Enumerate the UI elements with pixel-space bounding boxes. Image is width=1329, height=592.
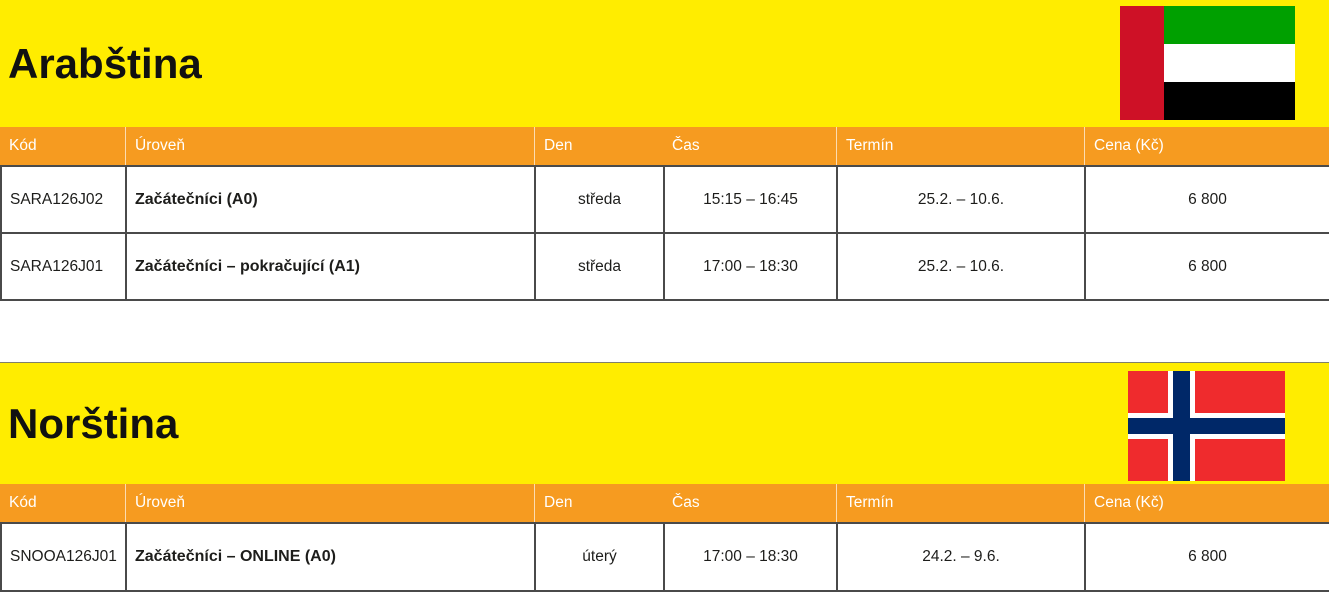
cell-time: 17:00 – 18:30 xyxy=(663,234,836,299)
cell-level: Začátečníci – ONLINE (A0) xyxy=(125,524,534,590)
section-title-arabstina: Arabština xyxy=(8,39,202,87)
section-banner-norstina: Norština xyxy=(0,362,1329,484)
column-header-cena: Cena (Kč) xyxy=(1084,127,1329,165)
norway-flag-icon xyxy=(1128,371,1285,481)
section-banner-arabstina: Arabština xyxy=(0,0,1329,127)
cell-level: Začátečníci – pokračující (A1) xyxy=(125,234,534,299)
cell-term: 25.2. – 10.6. xyxy=(836,167,1084,232)
column-header-cas: Čas xyxy=(672,494,700,511)
cell-time: 17:00 – 18:30 xyxy=(663,524,836,590)
column-header-cena: Cena (Kč) xyxy=(1084,484,1329,522)
cell-price: 6 800 xyxy=(1084,234,1329,299)
table-body-norstina: SNOOA126J01 Začátečníci – ONLINE (A0) út… xyxy=(0,522,1329,592)
column-header-den: Den xyxy=(534,484,663,522)
cell-price: 6 800 xyxy=(1084,524,1329,590)
column-header-uroven: Úroveň xyxy=(125,127,534,165)
section-gap xyxy=(0,301,1329,362)
table-row: SNOOA126J01 Začátečníci – ONLINE (A0) út… xyxy=(0,524,1329,592)
cell-day: středa xyxy=(534,167,663,232)
table-header-arabstina: Kód Úroveň Den Čas Termín Cena (Kč) xyxy=(0,127,1329,165)
table-body-arabstina: SARA126J02 Začátečníci (A0) středa 15:15… xyxy=(0,165,1329,301)
column-header-termin: Termín xyxy=(836,127,1084,165)
table-row: SARA126J01 Začátečníci – pokračující (A1… xyxy=(0,234,1329,301)
cell-term: 24.2. – 9.6. xyxy=(836,524,1084,590)
uae-flag-icon xyxy=(1120,6,1295,120)
cell-term: 25.2. – 10.6. xyxy=(836,234,1084,299)
cell-code: SARA126J01 xyxy=(0,234,125,299)
cell-price: 6 800 xyxy=(1084,167,1329,232)
cell-time: 15:15 – 16:45 xyxy=(663,167,836,232)
table-row: SARA126J02 Začátečníci (A0) středa 15:15… xyxy=(0,167,1329,234)
section-title-norstina: Norština xyxy=(8,399,179,447)
table-header-norstina: Kód Úroveň Den Čas Termín Cena (Kč) xyxy=(0,484,1329,522)
cell-level: Začátečníci (A0) xyxy=(125,167,534,232)
column-header-den: Den xyxy=(534,127,663,165)
column-header-kod: Kód xyxy=(9,137,37,154)
column-header-uroven: Úroveň xyxy=(125,484,534,522)
cell-code: SNOOA126J01 xyxy=(0,524,125,590)
cell-code: SARA126J02 xyxy=(0,167,125,232)
column-header-kod: Kód xyxy=(9,494,37,511)
column-header-cas: Čas xyxy=(672,137,700,154)
column-header-termin: Termín xyxy=(836,484,1084,522)
cell-day: středa xyxy=(534,234,663,299)
cell-day: úterý xyxy=(534,524,663,590)
